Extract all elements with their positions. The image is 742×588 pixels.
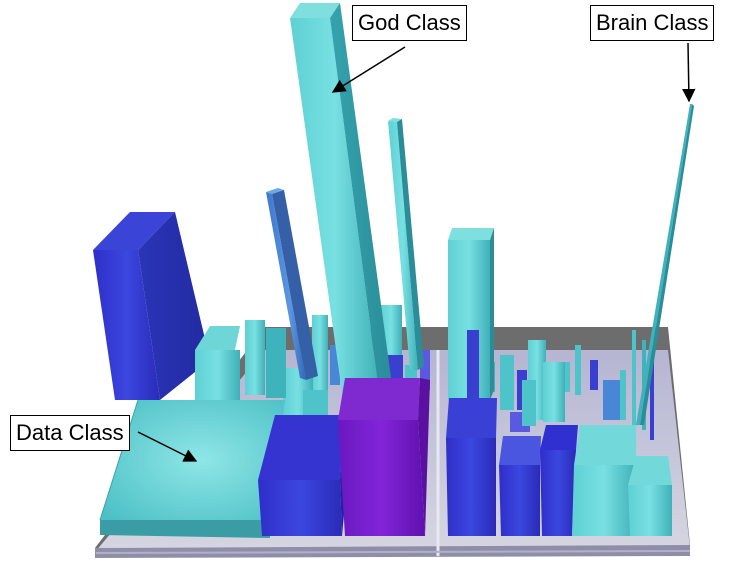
- brain-class-building: [636, 104, 694, 425]
- right-district-front-buildings: [446, 362, 672, 536]
- tall-blue-building: [93, 212, 210, 400]
- blue-cube-building: [258, 415, 348, 536]
- god-class-label: God Class: [352, 5, 467, 41]
- right-tall-cyan-building: [448, 228, 494, 400]
- god-class-building: [290, 3, 392, 400]
- brain-class-arrow: [682, 42, 696, 103]
- god-class-arrow: [331, 46, 406, 93]
- data-class-label: Data Class: [10, 415, 130, 451]
- data-class-arrow: [137, 431, 198, 462]
- violet-building: [338, 378, 430, 536]
- thin-cyan-building: [388, 118, 424, 370]
- brain-class-label: Brain Class: [590, 5, 715, 41]
- thin-steel-building: [266, 188, 318, 380]
